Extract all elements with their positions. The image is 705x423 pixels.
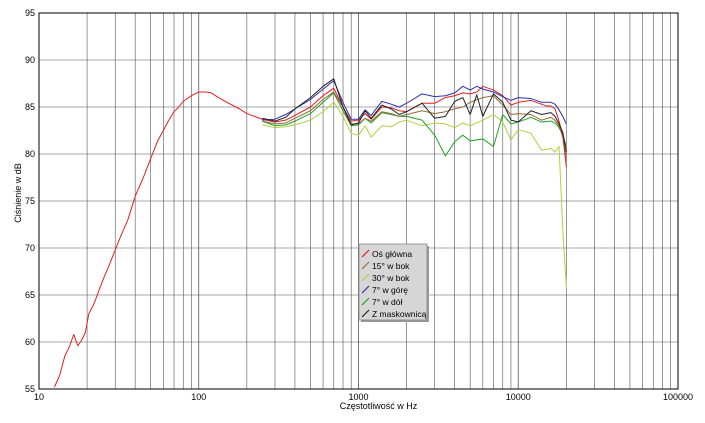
legend-entry: 7° w górę: [372, 285, 408, 295]
tick-labels: 10 100 1000 10000 100000 55 60 65 70 75 80 85 90 95: [25, 8, 693, 402]
legend-swatch: [361, 273, 370, 282]
legend-entry: 15° w bok: [372, 261, 410, 271]
y-tick-label: 95: [25, 8, 35, 18]
legend-swatch: [361, 297, 370, 306]
legend-swatch: [361, 249, 370, 258]
series-line-2: [262, 91, 567, 159]
series-lines: [54, 78, 567, 388]
legend-swatch: [361, 261, 370, 270]
series-line-5: [262, 92, 567, 157]
legend-entry: 30° w bok: [372, 273, 410, 283]
y-axis-title: Ciśnienie w dB: [13, 163, 23, 223]
x-tick-label: 10000: [506, 392, 531, 402]
x-tick-label: 10: [34, 392, 44, 402]
y-tick-label: 90: [25, 55, 35, 65]
series-line-4: [262, 80, 567, 125]
legend-entry: Oś główna: [372, 249, 412, 259]
legend-swatch: [361, 309, 370, 318]
legend: Oś główna 15° w bok 30° w bok 7° w górę 7° w…: [358, 243, 429, 322]
x-tick-label: 1000: [348, 392, 368, 402]
y-tick-label: 85: [25, 102, 35, 112]
legend-entry: Z maskownicą: [372, 309, 427, 319]
legend-swatch: [361, 285, 370, 294]
y-tick-label: 65: [25, 290, 35, 300]
series-line-1: [54, 85, 567, 388]
legend-box: [358, 243, 428, 321]
x-tick-label: 100000: [663, 392, 693, 402]
plot-area-frame: [38, 12, 679, 390]
legend-entry: 7° w dół: [372, 297, 402, 307]
series-line-3: [262, 101, 567, 288]
y-tick-label: 80: [25, 149, 35, 159]
y-tick-label: 55: [25, 384, 35, 394]
y-tick-label: 75: [25, 196, 35, 206]
series-line-6: [262, 78, 567, 153]
y-tick-label: 70: [25, 243, 35, 253]
y-tick-label: 60: [25, 337, 35, 347]
x-axis-title: Częstotliwość w Hz: [340, 401, 418, 411]
x-tick-label: 100: [191, 392, 206, 402]
